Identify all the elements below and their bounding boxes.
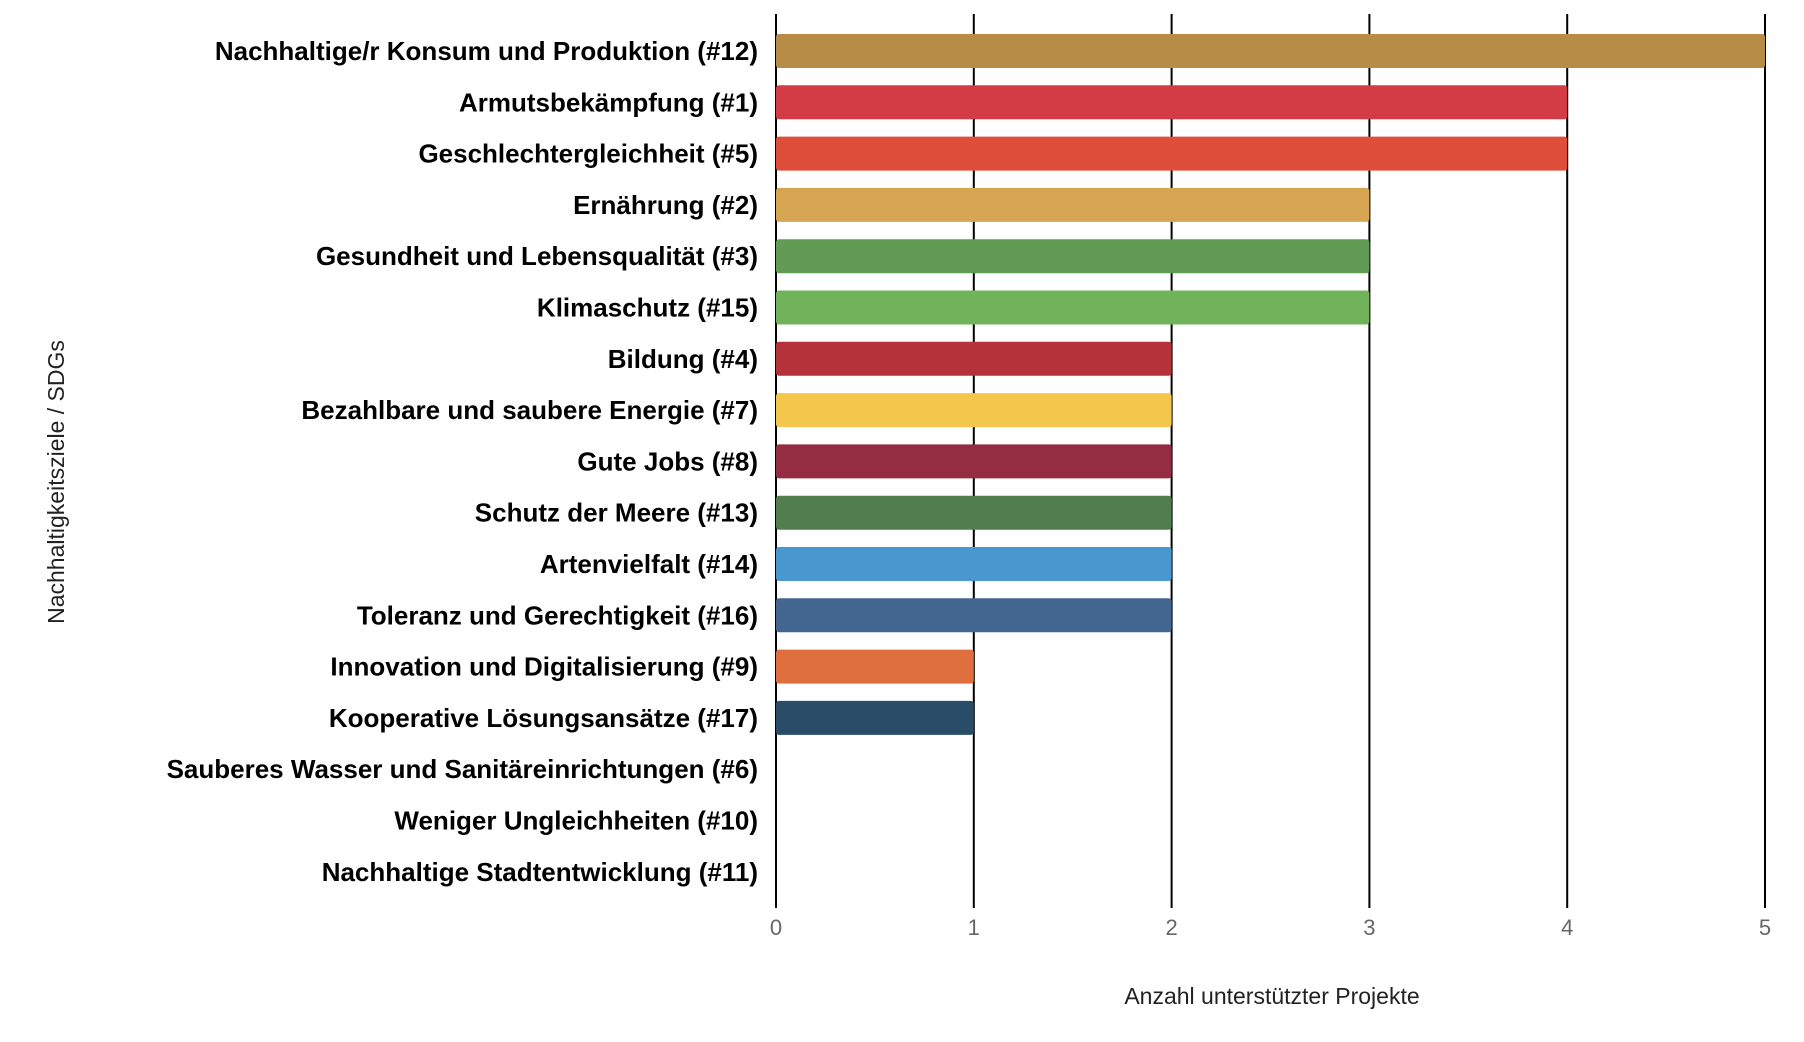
bar	[776, 547, 1172, 581]
bar	[776, 495, 1172, 530]
x-tick-label: 2	[1165, 915, 1177, 940]
category-label: Schutz der Meere (#13)	[475, 498, 758, 528]
category-label: Armutsbekämpfung (#1)	[459, 87, 758, 117]
bar	[776, 341, 1172, 376]
category-label: Nachhaltige Stadtentwicklung (#11)	[322, 857, 758, 887]
category-label: Bezahlbare und saubere Energie (#7)	[301, 395, 758, 425]
category-label: Nachhaltige/r Konsum und Produktion (#12…	[215, 36, 758, 66]
category-label: Ernährung (#2)	[573, 190, 758, 220]
bar	[776, 136, 1568, 171]
y-axis-title: Nachhaltigkeitsziele / SDGs	[43, 340, 69, 624]
category-label: Toleranz und Gerechtigkeit (#16)	[357, 600, 758, 630]
bar	[776, 598, 1172, 633]
category-label: Kooperative Lösungsansätze (#17)	[329, 703, 758, 733]
x-tick-label: 4	[1561, 915, 1573, 940]
bar	[776, 649, 974, 684]
category-label: Artenvielfalt (#14)	[540, 549, 758, 579]
category-label: Gesundheit und Lebensqualität (#3)	[316, 241, 758, 271]
x-axis-title: Anzahl unterstützter Projekte	[1124, 983, 1419, 1009]
category-label: Gute Jobs (#8)	[577, 446, 758, 476]
bar	[776, 444, 1172, 479]
category-label: Klimaschutz (#15)	[537, 293, 758, 323]
category-label: Sauberes Wasser und Sanitäreinrichtungen…	[167, 754, 758, 784]
bar	[776, 34, 1765, 68]
bar	[776, 290, 1370, 325]
bars	[776, 34, 1765, 735]
x-tick-labels: 0 1 2 3 4 5	[770, 915, 1771, 940]
category-label: Weniger Ungleichheiten (#10)	[394, 806, 758, 836]
x-tick-label: 0	[770, 915, 782, 940]
category-label: Geschlechtergleichheit (#5)	[418, 139, 758, 169]
bar	[776, 239, 1370, 274]
x-tick-label: 5	[1759, 915, 1771, 940]
bar	[776, 187, 1370, 222]
x-tick-label: 1	[968, 915, 980, 940]
x-tick-label: 3	[1363, 915, 1375, 940]
category-labels: Nachhaltige/r Konsum und Produktion (#12…	[167, 36, 758, 887]
bar	[776, 393, 1172, 428]
bar	[776, 700, 974, 735]
category-label: Innovation und Digitalisierung (#9)	[330, 652, 758, 682]
category-label: Bildung (#4)	[608, 344, 758, 374]
bar	[776, 85, 1568, 120]
